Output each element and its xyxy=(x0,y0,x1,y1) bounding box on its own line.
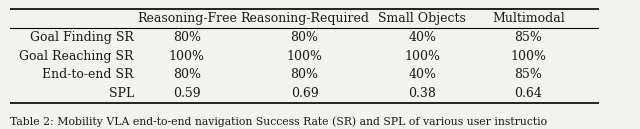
Text: Goal Reaching SR: Goal Reaching SR xyxy=(19,50,134,63)
Text: Table 2: Mobility VLA end-to-end navigation Success Rate (SR) and SPL of various: Table 2: Mobility VLA end-to-end navigat… xyxy=(10,116,547,127)
Text: End-to-end SR: End-to-end SR xyxy=(42,68,134,81)
Text: Reasoning-Free: Reasoning-Free xyxy=(137,12,237,25)
Text: 100%: 100% xyxy=(169,50,205,63)
Text: 100%: 100% xyxy=(287,50,323,63)
Text: 40%: 40% xyxy=(408,31,436,44)
Text: 80%: 80% xyxy=(173,68,201,81)
Text: 0.64: 0.64 xyxy=(515,87,542,100)
Text: Reasoning-Required: Reasoning-Required xyxy=(240,12,369,25)
Text: Goal Finding SR: Goal Finding SR xyxy=(30,31,134,44)
Text: 85%: 85% xyxy=(515,68,542,81)
Text: 80%: 80% xyxy=(291,68,319,81)
Text: 80%: 80% xyxy=(291,31,319,44)
Text: 80%: 80% xyxy=(173,31,201,44)
Text: 40%: 40% xyxy=(408,68,436,81)
Text: Small Objects: Small Objects xyxy=(378,12,467,25)
Text: 85%: 85% xyxy=(515,31,542,44)
Text: 100%: 100% xyxy=(510,50,547,63)
Text: 100%: 100% xyxy=(404,50,440,63)
Text: Multimodal: Multimodal xyxy=(492,12,564,25)
Text: 0.38: 0.38 xyxy=(408,87,436,100)
Text: 0.69: 0.69 xyxy=(291,87,319,100)
Text: 0.59: 0.59 xyxy=(173,87,201,100)
Text: SPL: SPL xyxy=(109,87,134,100)
